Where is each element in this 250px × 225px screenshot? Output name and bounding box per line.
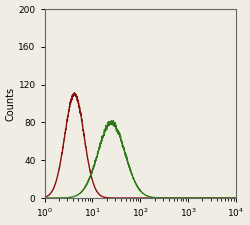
Y-axis label: Counts: Counts xyxy=(6,86,16,121)
